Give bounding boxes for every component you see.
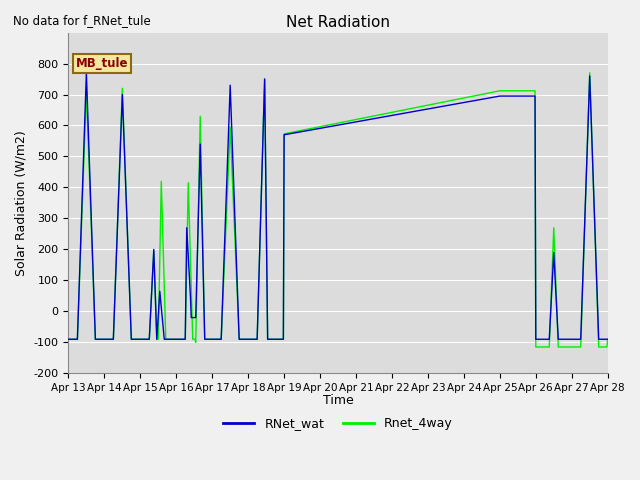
X-axis label: Time: Time [323,395,353,408]
Y-axis label: Solar Radiation (W/m2): Solar Radiation (W/m2) [15,130,28,276]
Text: MB_tule: MB_tule [76,57,128,71]
Text: No data for f_RNet_tule: No data for f_RNet_tule [13,14,150,27]
Legend: RNet_wat, Rnet_4way: RNet_wat, Rnet_4way [218,412,458,435]
Title: Net Radiation: Net Radiation [286,15,390,30]
